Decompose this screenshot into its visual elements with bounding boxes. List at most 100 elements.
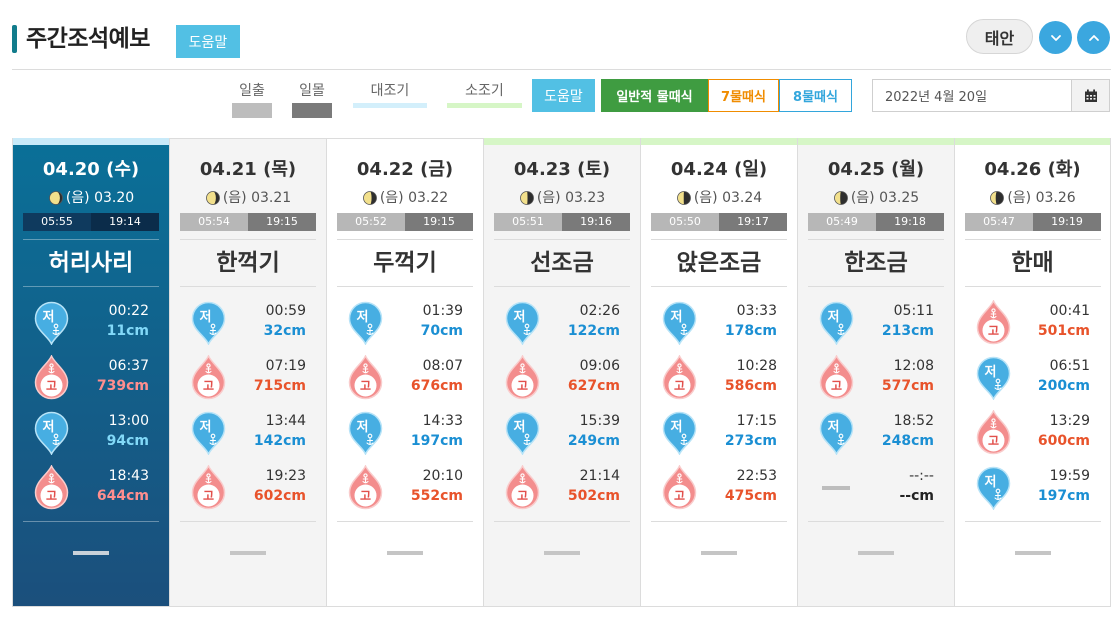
- no-tide-dash: [822, 486, 850, 490]
- low-tide-icon: 저: [504, 410, 541, 456]
- tide-entry: 저 13:44 142cm: [170, 409, 326, 464]
- day-column[interactable]: 04.21 (목) (음) 03.21 05:54 19:15 한꺽기 저 00…: [169, 138, 326, 607]
- tide-entry: 저 15:39 249cm: [484, 409, 640, 464]
- tide-height: 249cm: [567, 433, 620, 449]
- tide-period-strip: [641, 138, 797, 145]
- tide-time: 18:43: [108, 468, 149, 484]
- region-select-button[interactable]: 태안: [966, 19, 1033, 54]
- sun-times-bar: 05:47 19:19: [965, 213, 1101, 231]
- tide-type-label: 저: [985, 365, 997, 380]
- tide-entry: 저 05:11 213cm: [798, 299, 954, 354]
- page-title: 주간조석예보: [26, 26, 150, 52]
- anchor-icon: [523, 323, 531, 336]
- help-button[interactable]: 도움말: [176, 25, 240, 58]
- day-column[interactable]: 04.26 (화) (음) 03.26 05:47 19:19 한매 고 00:…: [954, 138, 1111, 607]
- tide-time: --:--: [909, 468, 934, 484]
- sunset-time: 19:15: [405, 213, 473, 231]
- tide-time: 06:51: [1049, 358, 1090, 374]
- mode-general-button[interactable]: 일반적 물때식: [601, 79, 708, 112]
- sun-times-bar: 05:55 19:14: [23, 213, 159, 231]
- day-column[interactable]: 04.25 (월) (음) 03.25 05:49 19:18 한조금 저 05…: [797, 138, 954, 607]
- tide-type-label: 저: [985, 475, 997, 490]
- tide-entry: 저 06:51 200cm: [955, 354, 1110, 409]
- tide-time: 21:14: [579, 468, 620, 484]
- tide-time: 08:07: [422, 358, 463, 374]
- tide-type-label: 저: [357, 310, 369, 325]
- mode-7-button[interactable]: 7물때식: [708, 79, 779, 112]
- tide-values: 18:43 644cm: [97, 466, 149, 507]
- sunrise-time: 05:54: [180, 213, 248, 231]
- anchor-icon: [205, 473, 212, 484]
- lunar-date: (음) 03.20: [65, 190, 135, 206]
- tide-name: 한매: [1011, 250, 1054, 276]
- tide-values: 09:06 627cm: [568, 356, 620, 397]
- legend-label: 대조기: [370, 83, 410, 99]
- day-date: 04.25 (월): [827, 159, 925, 180]
- tide-height: 70cm: [420, 323, 463, 339]
- tide-period-strip: [798, 138, 954, 145]
- day-column[interactable]: 04.24 (일) (음) 03.24 05:50 19:17 앉은조금 저 0…: [640, 138, 797, 607]
- collapse-up-button[interactable]: [1077, 21, 1110, 54]
- lunar-date-row: (음) 03.21: [170, 188, 326, 208]
- lunar-date: (음) 03.26: [1007, 190, 1076, 206]
- tide-time: 14:33: [422, 413, 463, 429]
- day-column[interactable]: 04.20 (수) (음) 03.20 05:55 19:14 허리사리 저 0…: [12, 138, 169, 607]
- tide-values: --:-- --cm: [899, 466, 934, 507]
- sunrise-time: 05:50: [651, 213, 719, 231]
- tide-values: 13:44 142cm: [254, 411, 306, 452]
- column-divider: [23, 239, 159, 240]
- tide-height: 178cm: [724, 323, 777, 339]
- tide-entry: 저 17:15 273cm: [641, 409, 797, 464]
- low-tide-icon: 저: [190, 300, 227, 346]
- high-tide-icon: 고: [975, 299, 1012, 345]
- tide-type-label: 고: [674, 489, 685, 503]
- tide-entry: 저 18:52 248cm: [798, 409, 954, 464]
- sunset-time: 19:19: [1033, 213, 1101, 231]
- expand-down-button[interactable]: [1039, 21, 1072, 54]
- mode-8-button[interactable]: 8물때식: [779, 79, 852, 112]
- tide-values: 21:14 502cm: [568, 466, 620, 507]
- chevron-down-icon: [1050, 34, 1061, 41]
- help-button-secondary[interactable]: 도움말: [532, 79, 595, 112]
- tide-type-label: 저: [828, 420, 840, 435]
- column-divider: [23, 286, 159, 287]
- tide-period-strip: [327, 138, 483, 145]
- sun-times-bar: 05:49 19:18: [808, 213, 944, 231]
- tide-period-strip: [13, 138, 169, 145]
- tide-height: 552cm: [410, 488, 463, 504]
- day-column[interactable]: 04.22 (금) (음) 03.22 05:52 19:15 두꺽기 저 01…: [326, 138, 483, 607]
- tide-type-label: 고: [988, 434, 999, 448]
- day-column[interactable]: 04.23 (토) (음) 03.23 05:51 19:16 선조금 저 02…: [483, 138, 640, 607]
- calendar-button[interactable]: [1071, 79, 1110, 112]
- sun-times-bar: 05:54 19:15: [180, 213, 316, 231]
- legend-sunrise: 일출: [232, 81, 272, 118]
- tide-height: 600cm: [1037, 433, 1090, 449]
- tide-period-strip: [170, 138, 326, 145]
- tide-entry: 저 01:39 70cm: [327, 299, 483, 354]
- column-divider: [337, 286, 473, 287]
- tide-type-label: 저: [43, 420, 55, 435]
- title-accent-bar: [12, 25, 17, 53]
- tide-time: 05:11: [893, 303, 934, 319]
- tide-entry: 저 02:26 122cm: [484, 299, 640, 354]
- tide-entries: 저 01:39 70cm 고 08:07 676cm 저: [327, 299, 483, 519]
- legend-swatch: [353, 103, 427, 108]
- sunset-time: 19:15: [248, 213, 316, 231]
- column-footer-dash: [230, 551, 266, 555]
- lunar-date-row: (음) 03.26: [955, 188, 1110, 208]
- lunar-date-row: (음) 03.22: [327, 188, 483, 208]
- low-tide-icon: 저: [975, 355, 1012, 401]
- high-tide-icon: 고: [190, 464, 227, 510]
- high-tide-icon: 고: [33, 354, 70, 400]
- sunrise-time: 05:49: [808, 213, 876, 231]
- anchor-icon: [994, 488, 1002, 501]
- tide-type-label: 저: [43, 310, 55, 325]
- tide-height: 475cm: [724, 488, 777, 504]
- tide-entry: 고 20:10 552cm: [327, 464, 483, 519]
- tide-period-strip: [484, 138, 640, 145]
- column-divider: [337, 521, 473, 522]
- low-tide-icon: 저: [504, 300, 541, 346]
- date-input[interactable]: [872, 79, 1071, 112]
- tide-entry: 고 09:06 627cm: [484, 354, 640, 409]
- low-tide-icon: 저: [190, 410, 227, 456]
